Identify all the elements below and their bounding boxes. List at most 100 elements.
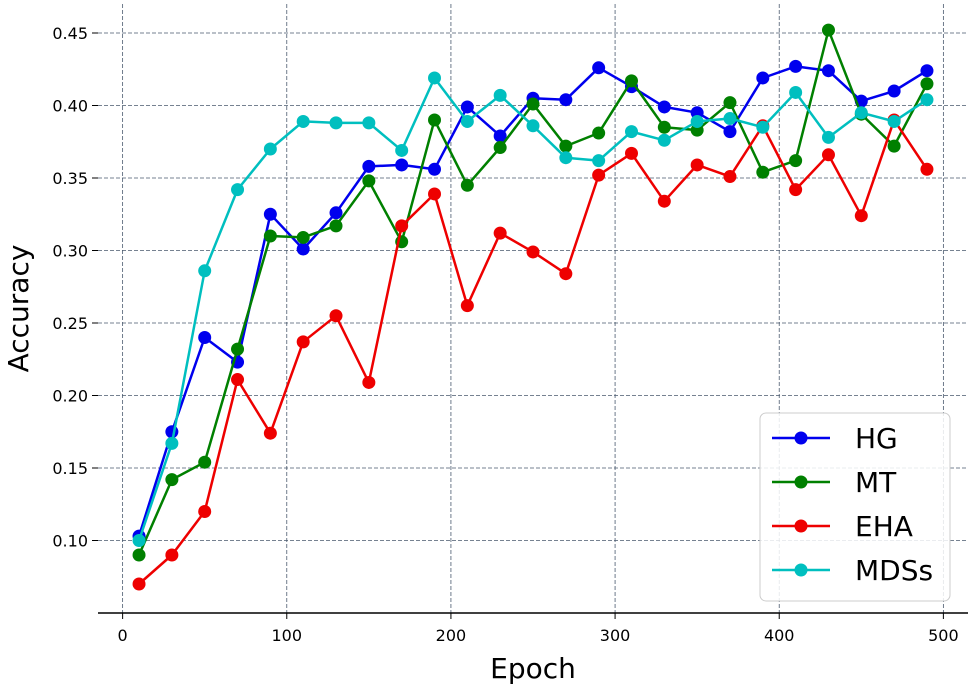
data-point	[231, 183, 245, 197]
data-point	[395, 219, 409, 233]
series-group	[132, 23, 934, 591]
data-point	[559, 267, 573, 281]
data-point	[198, 264, 212, 278]
data-point	[165, 548, 179, 562]
data-point	[460, 299, 474, 313]
data-point	[428, 187, 442, 201]
data-point	[460, 114, 474, 128]
x-tick-label: 300	[600, 626, 631, 645]
data-point	[231, 373, 245, 387]
data-point	[362, 159, 376, 173]
data-point	[559, 151, 573, 165]
y-tick-label: 0.45	[52, 24, 88, 43]
x-axis-label: Epoch	[490, 652, 576, 685]
data-point	[821, 148, 835, 162]
data-point	[362, 375, 376, 389]
data-point	[428, 162, 442, 176]
legend-box	[759, 412, 951, 602]
data-point	[624, 74, 638, 88]
data-point	[526, 97, 540, 111]
data-point	[493, 226, 507, 240]
data-point	[887, 139, 901, 153]
data-point	[592, 154, 606, 168]
data-point	[296, 242, 310, 256]
y-tick-label: 0.25	[52, 314, 88, 333]
y-tick-label: 0.10	[52, 532, 88, 551]
series-eha	[132, 113, 934, 591]
data-point	[329, 309, 343, 323]
data-point	[789, 183, 803, 197]
legend-marker	[794, 563, 808, 577]
x-tick-label: 200	[436, 626, 467, 645]
legend-marker	[794, 475, 808, 489]
data-point	[690, 114, 704, 128]
data-point	[296, 230, 310, 244]
data-point	[723, 125, 737, 139]
data-point	[756, 120, 770, 134]
data-point	[657, 133, 671, 147]
data-point	[493, 129, 507, 143]
data-point	[296, 114, 310, 128]
y-tick-label: 0.40	[52, 97, 88, 116]
data-point	[592, 168, 606, 182]
data-point	[821, 130, 835, 144]
data-point	[723, 112, 737, 126]
data-point	[920, 162, 934, 176]
data-point	[132, 534, 146, 547]
series-mdss	[132, 71, 934, 547]
legend-label: EHA	[855, 510, 913, 543]
ticks: 0 100 200 300 400 500 0.10 0.15 0.20 0.25 0.30 0.35…	[52, 24, 958, 645]
data-point	[854, 209, 868, 223]
data-point	[526, 119, 540, 133]
data-point	[657, 100, 671, 114]
legend-item: HG	[772, 422, 898, 455]
data-point	[395, 143, 409, 157]
data-point	[723, 170, 737, 184]
data-point	[132, 577, 146, 591]
x-tick-label: 400	[764, 626, 795, 645]
data-point	[198, 505, 212, 518]
data-point	[296, 335, 310, 349]
data-point	[624, 146, 638, 160]
data-point	[460, 178, 474, 192]
data-point	[789, 85, 803, 99]
legend-item: EHA	[772, 510, 913, 543]
data-point	[821, 64, 835, 78]
y-tick-label: 0.30	[52, 242, 88, 261]
data-point	[329, 116, 343, 130]
legend-marker	[794, 519, 808, 533]
series-mt	[132, 23, 934, 562]
y-axis-label: Accuracy	[2, 245, 35, 373]
data-point	[395, 158, 409, 172]
data-point	[428, 113, 442, 127]
data-point	[460, 100, 474, 114]
data-point	[263, 207, 277, 221]
legend-label: MT	[855, 466, 897, 499]
data-point	[198, 331, 212, 344]
data-point	[887, 114, 901, 128]
data-point	[526, 245, 540, 259]
data-point	[559, 139, 573, 153]
data-point	[165, 436, 179, 450]
data-point	[723, 96, 737, 110]
data-point	[920, 93, 934, 107]
data-point	[559, 93, 573, 107]
data-point	[789, 59, 803, 73]
data-point	[165, 473, 179, 487]
y-tick-label: 0.15	[52, 459, 88, 478]
data-point	[920, 64, 934, 78]
x-tick-label: 500	[928, 626, 959, 645]
legend-label: MDSs	[855, 554, 933, 587]
data-point	[657, 194, 671, 208]
data-point	[362, 116, 376, 130]
data-point	[329, 206, 343, 220]
data-point	[756, 165, 770, 179]
data-point	[198, 455, 212, 469]
data-point	[624, 125, 638, 139]
data-point	[263, 229, 277, 243]
data-point	[756, 71, 770, 85]
data-point	[657, 120, 671, 134]
data-point	[263, 426, 277, 440]
y-tick-label: 0.20	[52, 387, 88, 406]
